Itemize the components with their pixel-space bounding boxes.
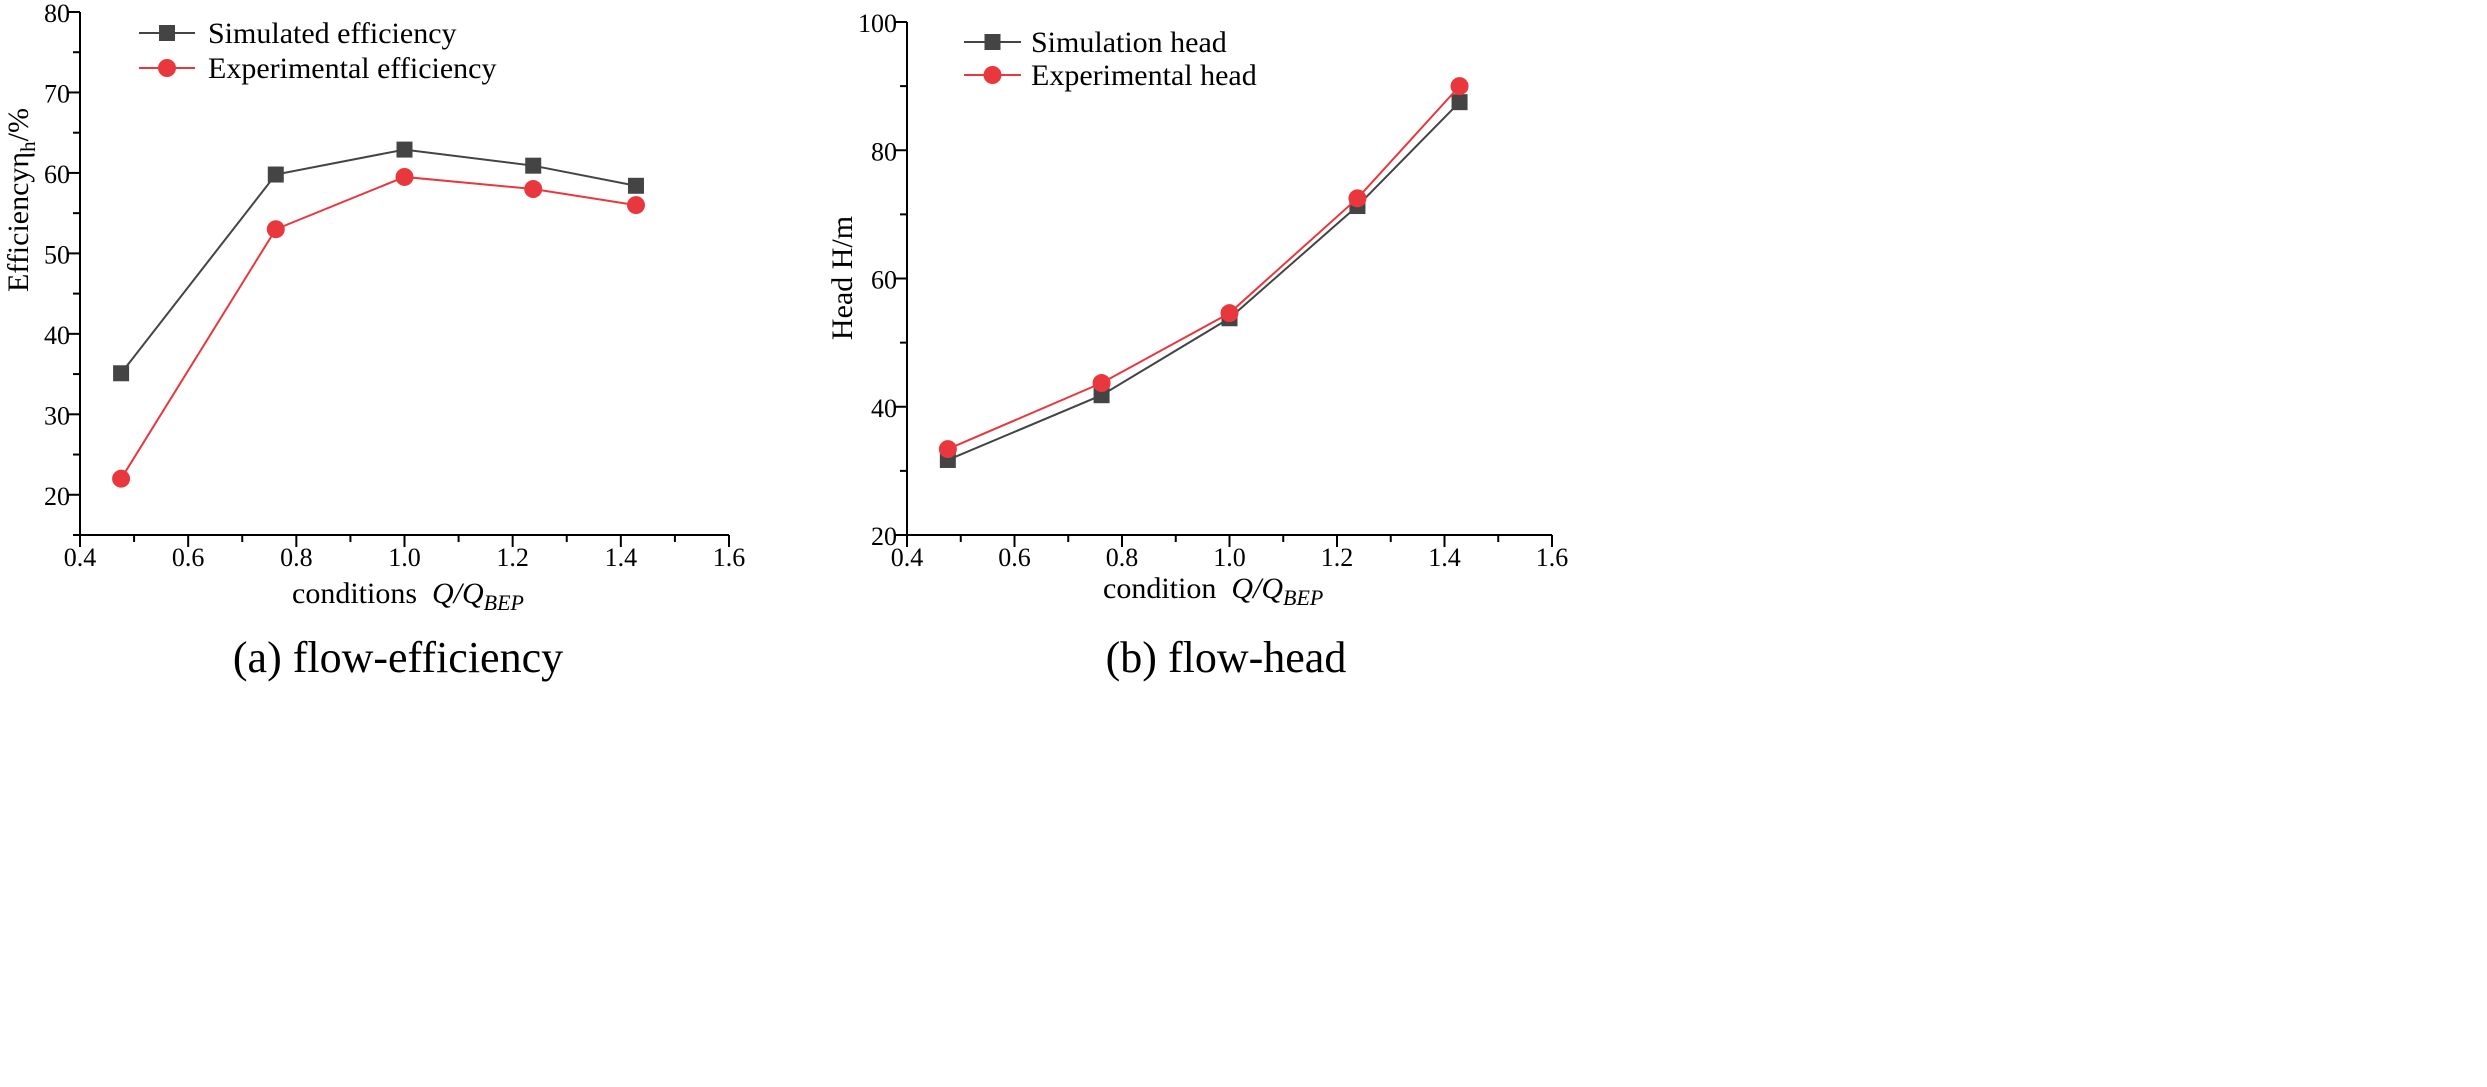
x-tick-label: 1.0 bbox=[1213, 543, 1246, 572]
data-point-circle bbox=[524, 180, 543, 199]
legend-label: Experimental efficiency bbox=[208, 52, 496, 85]
legend-entry: Simulation head bbox=[964, 26, 1227, 59]
y-tick-label: 80 bbox=[44, 0, 70, 28]
data-point-circle bbox=[266, 220, 285, 239]
data-point-square bbox=[1451, 94, 1468, 111]
x-axis-label-quantity: Q/Q bbox=[1231, 572, 1283, 605]
chart-panel-1: 0.4 0.6 0.8 1.0 1.2 1.4 1.6 20 40 60 80 100 conditio… bbox=[826, 9, 1568, 682]
y-tick-label: 50 bbox=[44, 240, 70, 269]
y-axis-label-text: Head H/m bbox=[826, 216, 859, 340]
data-point-square bbox=[627, 177, 644, 194]
x-tick-label: 1.6 bbox=[713, 543, 746, 572]
x-tick-label: 0.8 bbox=[280, 543, 313, 572]
series-line bbox=[120, 175, 637, 480]
series-0 bbox=[113, 141, 644, 382]
x-tick-label: 0.8 bbox=[1106, 543, 1139, 572]
data-point-circle bbox=[1220, 304, 1239, 323]
y-tick-label: 20 bbox=[44, 482, 70, 511]
x-axis-label-quantity: Q/Q bbox=[432, 577, 484, 610]
x-axis-label-subscript: BEP bbox=[484, 590, 524, 615]
x-tick-label: 0.6 bbox=[998, 543, 1031, 572]
y-tick-label: 100 bbox=[858, 9, 897, 38]
x-axis-label-subscript: BEP bbox=[1283, 585, 1323, 610]
legend-entry: Experimental efficiency bbox=[139, 52, 496, 85]
y-tick-label: 60 bbox=[871, 266, 897, 295]
y-axis-label-text: Efficiencyη bbox=[2, 152, 35, 292]
y-axis-label-subscript: h bbox=[16, 141, 40, 152]
y-tick-label: 20 bbox=[871, 522, 897, 551]
y-axis-label-unit: /% bbox=[2, 108, 35, 141]
data-point-circle bbox=[112, 469, 131, 488]
y-tick-label: 40 bbox=[871, 394, 897, 423]
legend-entry: Simulated efficiency bbox=[139, 17, 457, 50]
legend-entry: Experimental head bbox=[964, 59, 1257, 92]
data-point-square bbox=[267, 166, 284, 183]
x-axis-label-text: condition bbox=[1103, 572, 1216, 605]
y-tick-label: 40 bbox=[44, 321, 70, 350]
legend-marker-square bbox=[159, 25, 175, 41]
x-axis-label-space bbox=[417, 577, 432, 610]
series-0 bbox=[939, 94, 1468, 468]
data-point-circle bbox=[626, 196, 645, 215]
x-tick-label: 1.0 bbox=[388, 543, 421, 572]
data-point-circle bbox=[1092, 374, 1111, 393]
y-tick-label: 60 bbox=[44, 160, 70, 189]
x-tick-label: 1.4 bbox=[1428, 543, 1461, 572]
y-tick-label: 80 bbox=[871, 137, 897, 166]
series-line bbox=[947, 101, 1461, 461]
y-axis-label: Efficiencyηh/% bbox=[2, 108, 40, 292]
data-point-square bbox=[113, 365, 130, 382]
x-tick-label: 1.6 bbox=[1536, 543, 1569, 572]
series-1 bbox=[112, 167, 645, 488]
y-axis-label: Head H/m bbox=[826, 216, 859, 340]
chart-panel-0: 0.4 0.6 0.8 1.0 1.2 1.4 1.6 20 30 40 50 60 70 80 condi… bbox=[2, 0, 745, 682]
x-axis-label: condition Q/QBEP bbox=[1103, 572, 1323, 610]
data-point-square bbox=[1093, 387, 1110, 404]
x-tick-label: 0.6 bbox=[172, 543, 205, 572]
legend-label: Simulated efficiency bbox=[208, 17, 457, 50]
data-point-square bbox=[396, 141, 413, 158]
y-tick-label: 70 bbox=[44, 79, 70, 108]
data-point-circle bbox=[1348, 189, 1367, 208]
x-axis-label: conditions Q/QBEP bbox=[292, 577, 524, 615]
data-point-circle bbox=[938, 440, 957, 459]
series-1 bbox=[938, 77, 1469, 459]
data-point-circle bbox=[395, 167, 414, 186]
legend-marker-circle bbox=[983, 66, 1002, 84]
legend-marker-square bbox=[984, 34, 1001, 50]
x-tick-label: 1.2 bbox=[496, 543, 529, 572]
x-tick-label: 0.4 bbox=[891, 543, 924, 572]
series-line bbox=[947, 85, 1461, 450]
figure-caption: (b) flow-head bbox=[1106, 633, 1347, 682]
series-line bbox=[120, 148, 637, 374]
figure-caption: (a) flow-efficiency bbox=[233, 633, 563, 682]
legend-label: Experimental head bbox=[1031, 59, 1257, 92]
data-point-circle bbox=[1450, 77, 1469, 96]
x-axis-label-space bbox=[1216, 572, 1231, 605]
x-tick-label: 1.4 bbox=[605, 543, 638, 572]
legend-marker-circle bbox=[158, 59, 176, 77]
x-tick-label: 1.2 bbox=[1321, 543, 1354, 572]
x-tick-label: 0.4 bbox=[64, 543, 97, 572]
y-tick-label: 30 bbox=[44, 401, 70, 430]
legend-label: Simulation head bbox=[1031, 26, 1227, 59]
x-axis-label-text: conditions bbox=[292, 577, 417, 610]
data-point-square bbox=[525, 157, 542, 174]
